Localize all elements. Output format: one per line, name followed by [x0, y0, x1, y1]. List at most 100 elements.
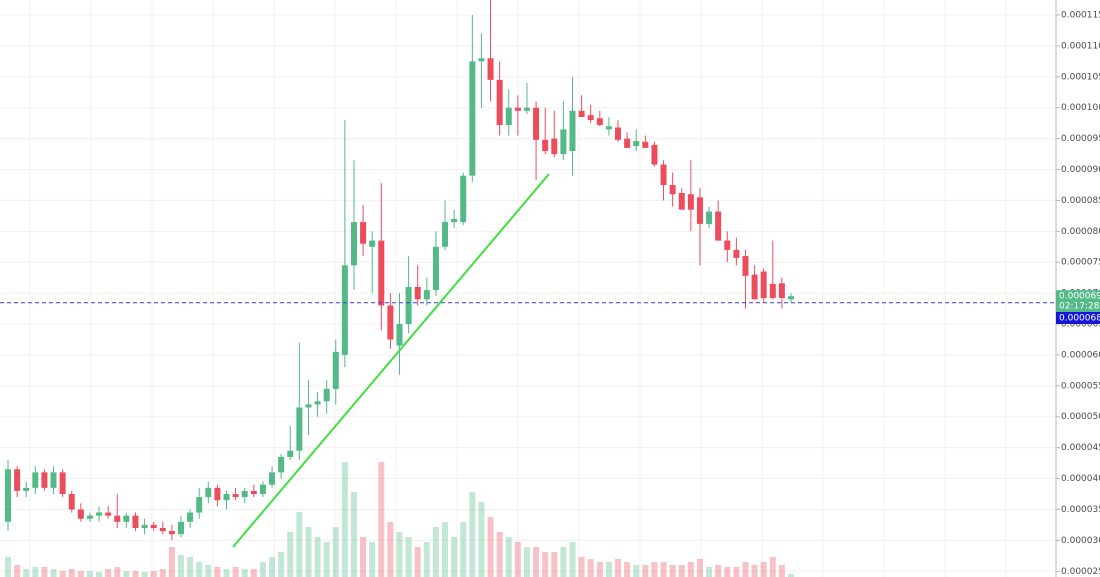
volume-bar — [232, 567, 239, 577]
volume-bar — [724, 567, 731, 577]
volume-bar — [405, 537, 412, 577]
countdown: 02:17:28 — [1059, 302, 1100, 312]
candle-body — [378, 240, 385, 306]
candle-body — [259, 484, 266, 494]
volume-bar — [259, 562, 266, 577]
candle-body — [132, 515, 139, 528]
candle-body — [733, 249, 740, 258]
candle-body — [23, 487, 30, 491]
candle-body — [423, 290, 430, 300]
candle-body — [605, 126, 612, 130]
last-price-label: 0.00006950 — [1059, 292, 1100, 302]
candle-body — [578, 110, 585, 117]
volume-bar — [633, 565, 640, 577]
y-tick-label: 0.00005000 — [1061, 412, 1100, 422]
candle-body — [305, 404, 312, 408]
candle-body — [678, 193, 685, 210]
volume-bar — [32, 567, 39, 577]
volume-bar — [341, 462, 348, 577]
volume-bar — [105, 569, 112, 577]
candle-body — [405, 286, 412, 325]
candle-body — [660, 164, 667, 185]
volume-bar — [96, 572, 103, 577]
volume-bar — [187, 557, 194, 577]
y-tick-label: 0.00008000 — [1061, 227, 1100, 237]
candle-body — [50, 472, 57, 488]
candle-body — [105, 512, 112, 516]
volume-bar — [523, 547, 530, 577]
volume-bar — [159, 569, 166, 577]
candle-body — [41, 472, 48, 488]
candles — [5, 0, 794, 541]
candle-body — [77, 509, 84, 519]
volume-bar — [469, 492, 476, 577]
candle-body — [542, 139, 549, 151]
candle-body — [223, 493, 230, 501]
volume-bar — [86, 571, 93, 577]
candle-body — [287, 450, 294, 457]
candle-body — [278, 456, 285, 473]
candle-body — [596, 118, 603, 126]
volume-bar — [733, 567, 740, 577]
volume-bar — [706, 567, 713, 577]
candle-body — [624, 138, 631, 148]
volume-bar — [77, 571, 84, 577]
candle-body — [460, 175, 467, 223]
candle-body — [687, 194, 694, 210]
volume-bar — [241, 569, 248, 577]
candle-body — [296, 407, 303, 451]
volume-bar — [369, 542, 376, 577]
candle-body — [651, 144, 658, 165]
candle-body — [496, 79, 503, 126]
volume-bar — [141, 572, 148, 577]
volume-bar — [5, 557, 11, 577]
candle-body — [633, 141, 640, 147]
volume-bar — [660, 562, 667, 577]
candle-body — [487, 58, 494, 80]
volume-bar — [651, 562, 658, 577]
candle-body — [442, 222, 449, 247]
candle-body — [769, 283, 776, 299]
candle-body — [569, 110, 576, 151]
y-tick-label: 0.00004500 — [1061, 443, 1100, 453]
candle-body — [168, 531, 175, 535]
candle-body — [269, 472, 276, 485]
candle-body — [5, 469, 11, 522]
candle-body — [232, 493, 239, 498]
volume-bar — [323, 542, 330, 577]
volume-bar — [296, 512, 303, 577]
volume-bar — [250, 569, 257, 577]
candle-body — [159, 527, 166, 532]
volume-bar — [287, 532, 294, 577]
volume-bar — [123, 571, 130, 577]
volume-bar — [715, 565, 722, 577]
candle-body — [341, 265, 348, 355]
y-tick-label: 0.00010500 — [1061, 72, 1100, 82]
volume-bar — [578, 557, 585, 577]
volume-bar — [350, 492, 357, 577]
candle-body — [369, 240, 376, 247]
candle-body — [323, 388, 330, 402]
candle-body — [469, 61, 476, 176]
candle-body — [360, 222, 367, 244]
y-tick-label: 0.00009000 — [1061, 165, 1100, 175]
candle-body — [669, 184, 676, 195]
y-tick-label: 0.00005500 — [1061, 381, 1100, 391]
volume-bar — [332, 527, 339, 577]
grid — [0, 0, 1056, 577]
volume-bar — [205, 565, 212, 577]
volume-bar — [569, 542, 576, 577]
candle-body — [724, 240, 731, 250]
candle-body — [396, 324, 403, 346]
candle-body — [196, 497, 203, 513]
candle-body — [114, 515, 121, 522]
volume-bar — [278, 552, 285, 577]
volume-bar — [442, 522, 449, 577]
y-tick-label: 0.00003000 — [1061, 536, 1100, 546]
y-tick-label: 0.00006500 — [1061, 320, 1100, 330]
candle-body — [788, 296, 794, 300]
volume-bar — [305, 527, 312, 577]
volume-bar — [68, 569, 75, 577]
y-tick-label: 0.00008500 — [1061, 196, 1100, 206]
volume-bar — [514, 542, 521, 577]
